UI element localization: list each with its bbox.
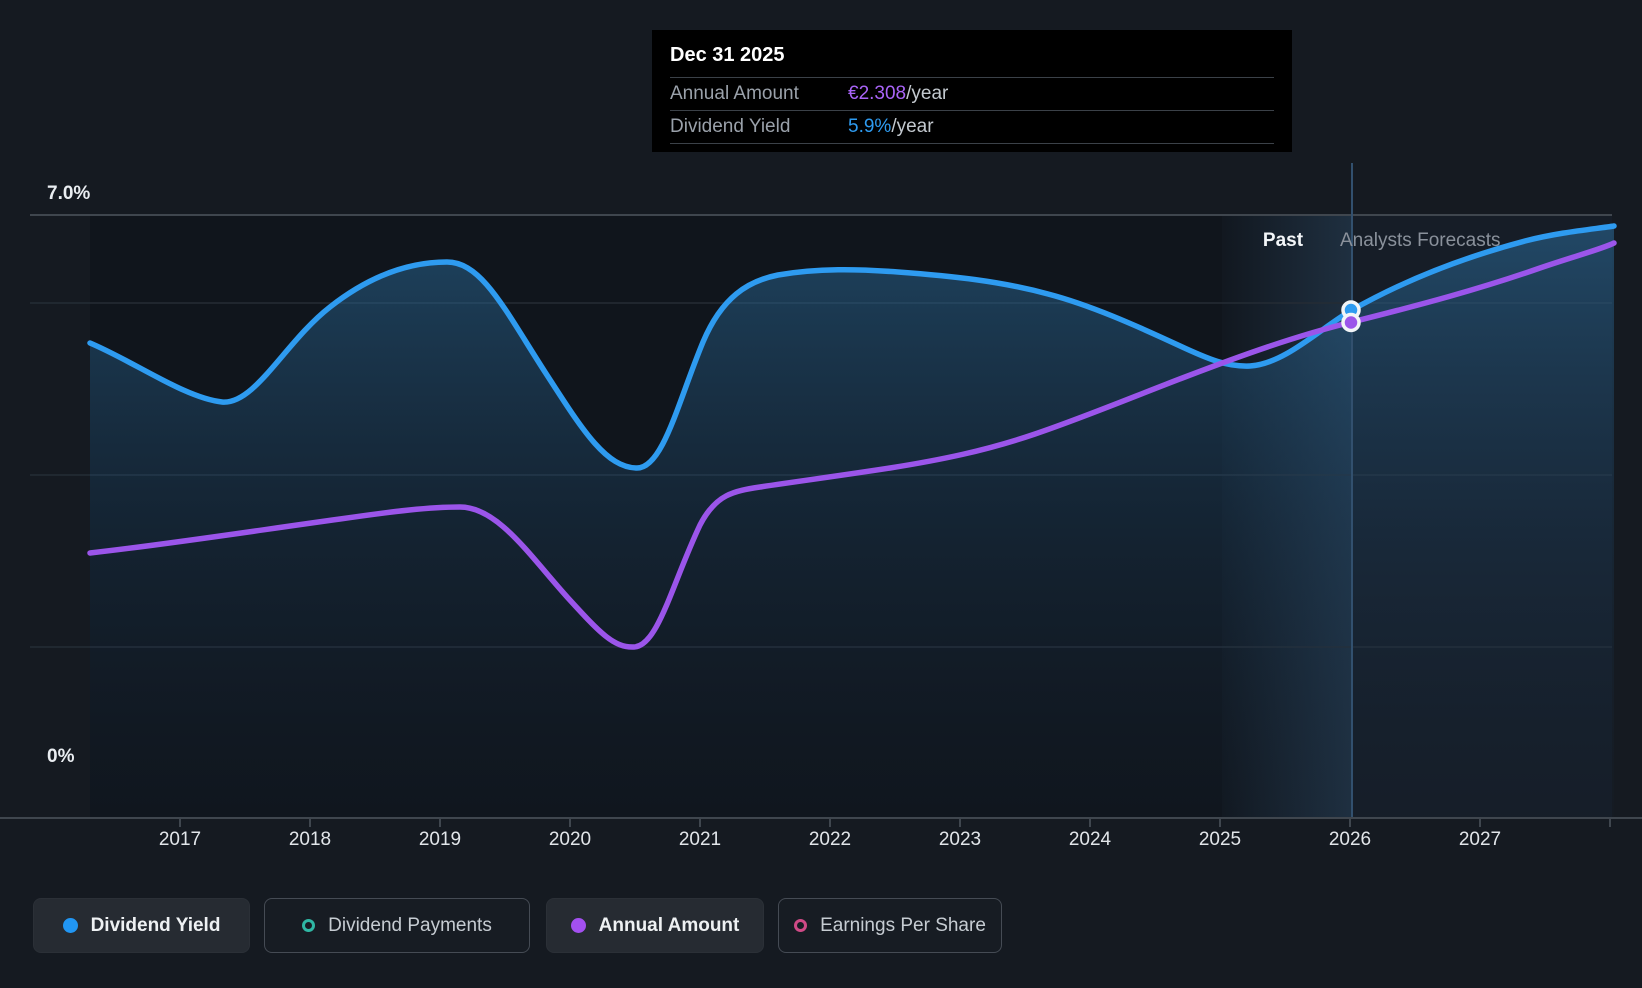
legend-label-dividend-payments: Dividend Payments bbox=[328, 914, 492, 936]
legend-button-dividend-yield[interactable]: Dividend Yield bbox=[33, 898, 250, 953]
x-tick-2027: 2027 bbox=[1458, 829, 1502, 850]
past-region-label: Past bbox=[1262, 230, 1304, 251]
x-tick-2020: 2020 bbox=[548, 829, 592, 850]
y-axis-min-label: 0% bbox=[47, 746, 75, 767]
forecast-region-label: Analysts Forecasts bbox=[1340, 230, 1501, 251]
tooltip-annual-amount-value: €2.308 bbox=[848, 83, 907, 104]
earnings-per-share-ring-icon bbox=[794, 919, 808, 932]
x-tick-2019: 2019 bbox=[418, 829, 462, 850]
annual-amount-marker bbox=[1341, 312, 1361, 333]
x-tick-2021: 2021 bbox=[678, 829, 722, 850]
dividend-yield-area bbox=[90, 226, 1614, 818]
x-axis-ticks bbox=[179, 818, 1611, 827]
x-tick-2022: 2022 bbox=[808, 829, 852, 850]
tooltip-annual-amount-label: Annual Amount bbox=[670, 83, 799, 104]
legend-button-earnings-per-share[interactable]: Earnings Per Share bbox=[778, 898, 1002, 953]
dividend-yield-dot-icon bbox=[62, 918, 78, 933]
tooltip-dividend-yield-label: Dividend Yield bbox=[670, 116, 791, 137]
legend-button-dividend-payments[interactable]: Dividend Payments bbox=[264, 898, 530, 953]
x-tick-2018: 2018 bbox=[288, 829, 332, 850]
tooltip-row-dividend-yield: Dividend Yield 5.9%/year bbox=[670, 111, 1274, 144]
tooltip-date: Dec 31 2025 bbox=[670, 40, 1274, 78]
x-tick-2023: 2023 bbox=[938, 829, 982, 850]
x-tick-2026: 2026 bbox=[1328, 829, 1372, 850]
x-tick-2024: 2024 bbox=[1068, 829, 1112, 850]
legend-label-annual-amount: Annual Amount bbox=[598, 914, 740, 936]
legend-label-earnings-per-share: Earnings Per Share bbox=[820, 914, 986, 936]
legend-button-annual-amount[interactable]: Annual Amount bbox=[546, 898, 764, 953]
chart-tooltip: Dec 31 2025 Annual Amount €2.308/year Di… bbox=[652, 30, 1292, 152]
tooltip-dividend-yield-value: 5.9% bbox=[848, 116, 892, 137]
tooltip-row-annual-amount: Annual Amount €2.308/year bbox=[670, 78, 1274, 111]
legend-label-dividend-yield: Dividend Yield bbox=[90, 914, 221, 936]
x-tick-2025: 2025 bbox=[1198, 829, 1242, 850]
tooltip-dividend-yield-suffix: /year bbox=[891, 116, 934, 137]
y-axis-max-label: 7.0% bbox=[47, 183, 91, 204]
annual-amount-dot-icon bbox=[570, 918, 586, 933]
dividend-payments-ring-icon bbox=[302, 919, 316, 932]
x-tick-2017: 2017 bbox=[158, 829, 202, 850]
tooltip-annual-amount-suffix: /year bbox=[906, 83, 949, 104]
